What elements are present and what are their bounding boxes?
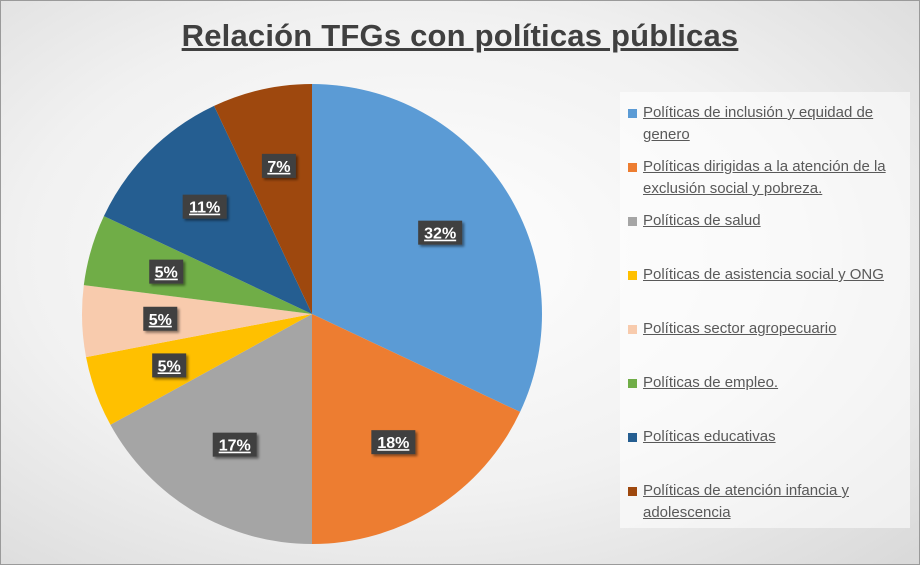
data-label-5: 5% [149,259,184,284]
legend-label: Políticas de salud [643,212,761,229]
pie-slice-2 [110,314,312,544]
legend-item-0: Políticas de inclusión y equidad de gene… [628,102,903,146]
pie-slice-4 [82,285,312,358]
data-label-text: 11% [189,200,220,217]
legend-label: Políticas educativas [643,428,776,445]
data-label-text: 17% [219,438,251,455]
pie-slice-3 [86,314,312,425]
pie-slice-5 [83,216,312,314]
legend-swatch [628,325,637,334]
legend-item-1: Políticas dirigidas a la atención de la … [628,156,903,200]
data-label-text: 5% [158,358,181,375]
legend-swatch [628,487,637,496]
legend-swatch [628,163,637,172]
legend-label: Políticas de empleo. [643,374,779,391]
legend-item-4: Políticas sector agropecuario [628,318,903,340]
data-label-0: 32% [418,220,463,245]
pie-slice-0 [312,84,542,412]
legend-label: Políticas sector agropecuario [643,320,837,337]
legend-item-2: Políticas de salud [628,210,903,232]
legend-item-7: Políticas de atención infancia y adolesc… [628,480,903,524]
legend-item-5: Políticas de empleo. [628,372,903,394]
legend-label: Políticas de inclusión y equidad de gene… [643,104,874,143]
data-label-1: 18% [371,430,416,455]
chart-title: Relación TFGs con políticas públicas [181,18,739,53]
data-label-text: 18% [377,435,409,452]
data-label-6: 11% [182,194,227,219]
data-label-2: 17% [212,432,257,457]
data-label-4: 5% [143,306,178,331]
legend-item-6: Políticas educativas [628,426,903,448]
legend-swatch [628,379,637,388]
data-label-text: 7% [267,159,290,176]
legend-swatch [628,433,637,442]
legend-label: Políticas dirigidas a la atención de la … [643,158,886,197]
legend-item-3: Políticas de asistencia social y ONG [628,264,903,286]
data-label-text: 5% [149,312,172,329]
legend-label: Políticas de atención infancia y adolesc… [643,482,849,521]
legend-swatch [628,109,637,118]
legend-label: Políticas de asistencia social y ONG [643,266,884,283]
data-label-3: 5% [152,353,187,378]
legend-swatch [628,217,637,226]
legend-swatch [628,271,637,280]
pie-slice-1 [312,314,521,544]
pie-slice-7 [214,84,312,314]
data-label-text: 32% [424,226,456,243]
data-label-7: 7% [261,153,296,178]
legend: Políticas de inclusión y equidad de gene… [620,92,910,528]
data-label-text: 5% [155,265,178,282]
